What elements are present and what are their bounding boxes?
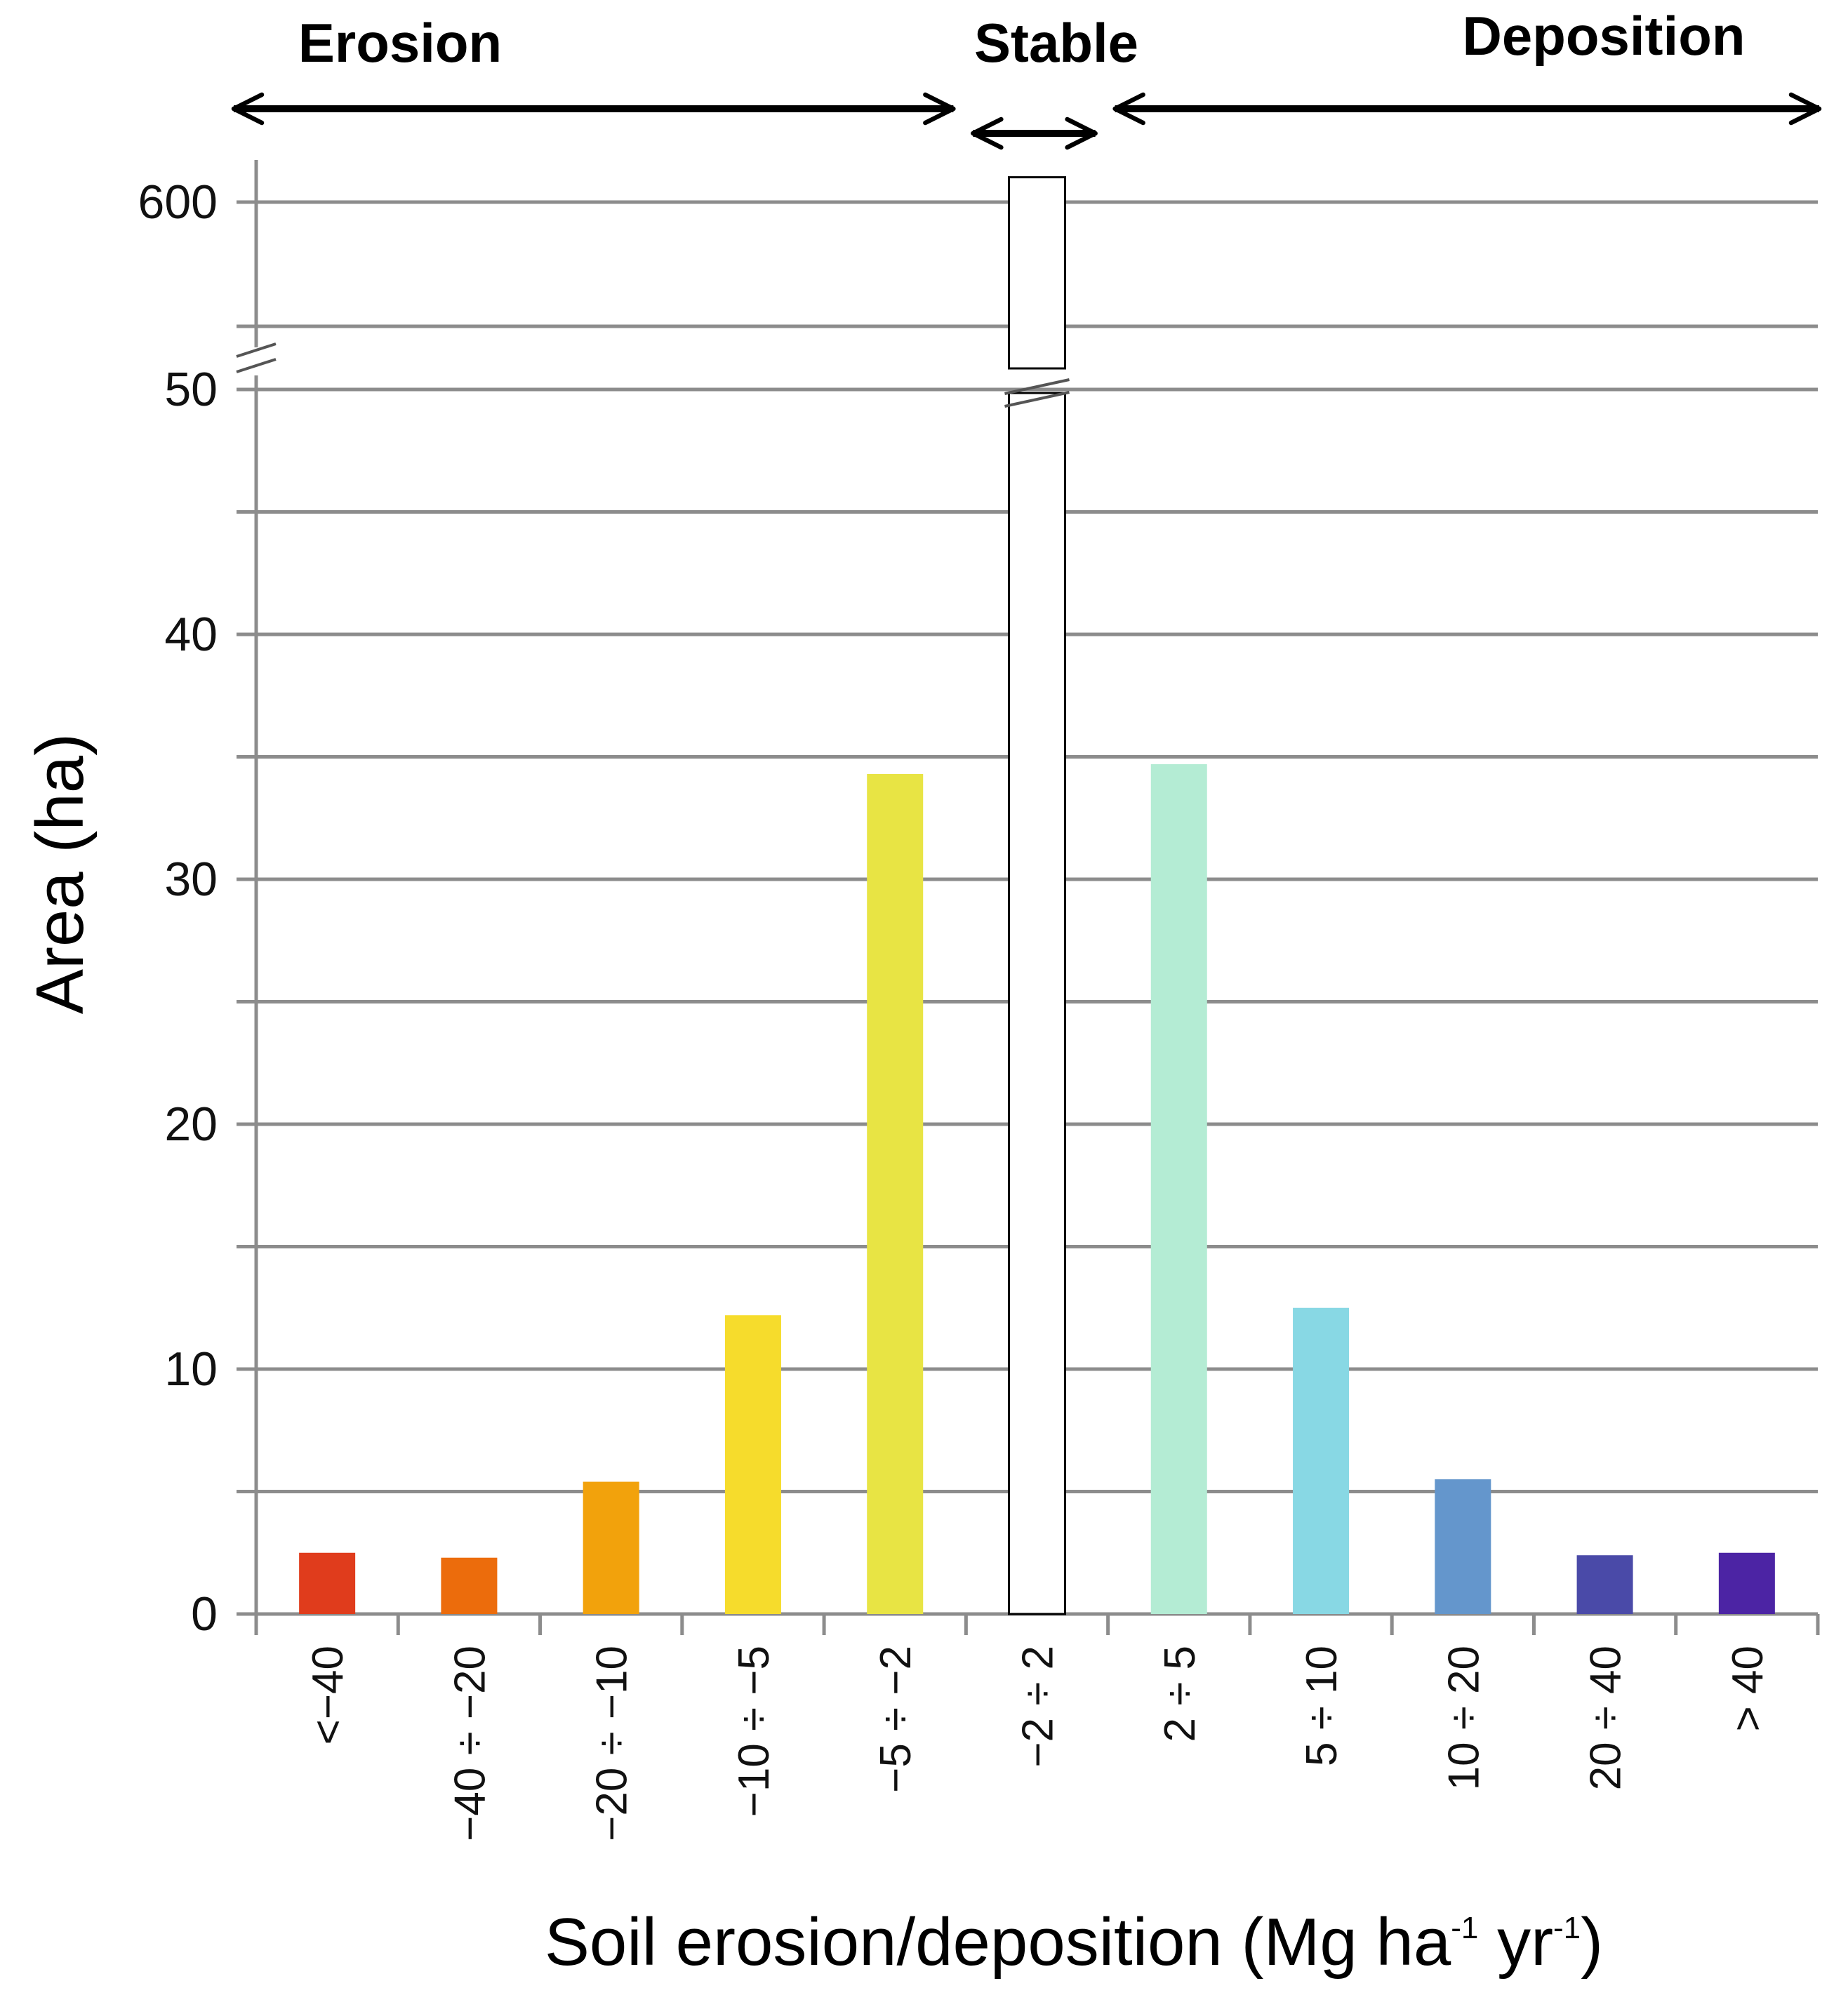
x-tick-label: −5 ÷ −2 bbox=[872, 1646, 920, 1793]
y-tick-label: 600 bbox=[138, 175, 218, 229]
x-tick-label: −20 ÷ −10 bbox=[588, 1646, 637, 1841]
x-tick-label: > 40 bbox=[1724, 1646, 1772, 1731]
bar bbox=[1293, 1307, 1350, 1614]
bar bbox=[299, 1552, 356, 1614]
bar bbox=[1435, 1479, 1491, 1614]
y-axis-break-mark bbox=[236, 358, 277, 373]
x-tick-label: 2 ÷ 5 bbox=[1156, 1646, 1204, 1742]
x-axis-title-exp1: -1 bbox=[1451, 1911, 1478, 1945]
y-tick-label: 20 bbox=[164, 1098, 218, 1151]
x-axis-title-mid: yr bbox=[1478, 1905, 1553, 1980]
x-tick-label: −40 ÷ −20 bbox=[446, 1646, 494, 1841]
bar-lower-segment bbox=[1008, 392, 1066, 1615]
x-tick-labels: <−40 −40 ÷ −20 −20 ÷ −10 −10 ÷ −5 −5 ÷ −2 −2 … bbox=[304, 1646, 1772, 1841]
bars bbox=[299, 176, 1775, 1615]
bar bbox=[1576, 1555, 1633, 1614]
bar-break-mark bbox=[1004, 391, 1070, 408]
region-label: Erosion bbox=[298, 12, 502, 74]
bar bbox=[867, 773, 924, 1614]
x-axis-title-exp2: -1 bbox=[1553, 1911, 1581, 1945]
bar bbox=[724, 1315, 781, 1614]
y-tick-label: 10 bbox=[164, 1342, 218, 1396]
x-axis-title-main: Soil erosion/deposition (Mg ha bbox=[545, 1905, 1451, 1980]
y-tick-label: 50 bbox=[164, 363, 218, 416]
x-tick-label: −10 ÷ −5 bbox=[730, 1646, 778, 1817]
bar-break-mark bbox=[1004, 378, 1070, 395]
bar bbox=[1150, 763, 1207, 1614]
x-axis-title: Soil erosion/deposition (Mg ha-1 yr-1) bbox=[545, 1905, 1603, 1980]
bar-upper-segment bbox=[1008, 176, 1066, 370]
x-tick-label: 20 ÷ 40 bbox=[1582, 1646, 1630, 1790]
x-tick-label: 10 ÷ 20 bbox=[1440, 1646, 1488, 1790]
bar bbox=[1718, 1552, 1775, 1614]
y-tick-label: 40 bbox=[164, 608, 218, 661]
x-axis-title-end: ) bbox=[1581, 1905, 1603, 1980]
x-tick-label: −2 ÷ 2 bbox=[1014, 1646, 1063, 1768]
y-axis-break-mark bbox=[236, 342, 277, 358]
y-tick-label: 0 bbox=[191, 1587, 218, 1641]
bar bbox=[441, 1557, 498, 1614]
y-tick-labels: 0 10 20 30 40 50 600 bbox=[138, 175, 218, 1641]
x-tick-label: <−40 bbox=[304, 1646, 352, 1745]
region-label: Stable bbox=[974, 12, 1138, 74]
region-annotations: Erosion Stable Deposition bbox=[231, 5, 1822, 150]
region-label: Deposition bbox=[1463, 5, 1746, 67]
x-tick-label: 5 ÷ 10 bbox=[1298, 1646, 1346, 1766]
bar bbox=[583, 1481, 639, 1614]
y-axis-title: Area (ha) bbox=[22, 733, 98, 1014]
y-tick-label: 30 bbox=[164, 853, 218, 906]
